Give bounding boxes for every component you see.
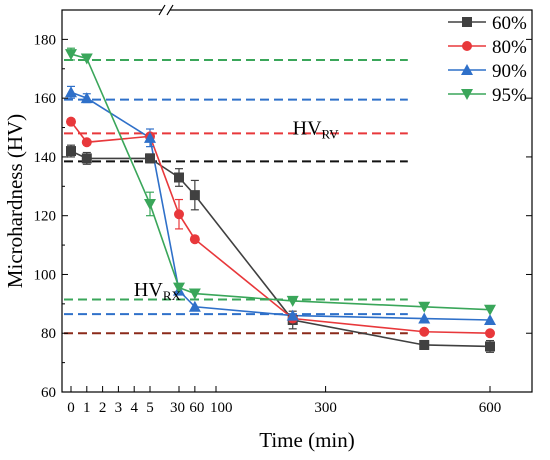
data-point <box>189 190 200 201</box>
data-point <box>173 282 185 294</box>
series-line <box>70 53 491 311</box>
x-tick-label: 2 <box>99 400 107 416</box>
data-point <box>80 53 93 65</box>
reference-lines <box>64 58 408 335</box>
data-point <box>484 304 496 316</box>
legend-marker <box>461 89 473 100</box>
legend-marker <box>462 41 472 51</box>
x-tick-label: 0 <box>67 400 75 416</box>
data-point <box>65 86 77 98</box>
data-point <box>80 92 93 104</box>
x-tick-label: 100 <box>210 400 233 416</box>
axis-break-mark <box>158 4 166 16</box>
annotation: HVRV <box>293 118 340 142</box>
data-point <box>144 131 156 143</box>
plot-frame <box>61 9 533 393</box>
x-tick-label: 4 <box>130 400 138 416</box>
y-tick-label: 140 <box>34 150 57 166</box>
legend-label: 80% <box>492 37 527 58</box>
series-line <box>70 150 491 348</box>
data-point <box>145 153 155 164</box>
data-point <box>65 49 77 61</box>
y-tick-label: 100 <box>34 267 57 283</box>
x-tick-label: 3 <box>115 400 123 416</box>
data-point <box>485 341 495 352</box>
y-tick-label: 60 <box>41 385 56 401</box>
data-point <box>144 198 156 210</box>
data-point <box>81 153 92 164</box>
data-point <box>66 116 76 127</box>
legend-marker <box>462 17 472 27</box>
data-point <box>188 300 201 312</box>
data-point <box>485 328 495 339</box>
annotation-main: HV <box>134 279 163 301</box>
x-tick-label: 1 <box>83 400 91 416</box>
data-point <box>286 295 299 307</box>
data-point <box>484 314 496 326</box>
data-point <box>188 288 201 300</box>
y-tick-label: 160 <box>34 91 57 107</box>
data-point <box>418 312 431 324</box>
series-line <box>70 91 491 321</box>
data-point <box>81 137 92 148</box>
legend-label: 95% <box>492 85 527 106</box>
data-point <box>174 209 184 220</box>
series-markers <box>65 49 496 352</box>
legend-label: 60% <box>492 13 527 34</box>
annotation: HVRX <box>134 279 182 303</box>
legend: 60% 80% 90% 95% <box>448 13 527 106</box>
axis-break-mark <box>166 4 174 16</box>
y-tick-label: 120 <box>34 209 57 225</box>
legend-label: 90% <box>492 61 527 82</box>
annotation-main: HV <box>293 118 322 140</box>
y-tick-label: 180 <box>34 32 57 48</box>
data-point <box>418 301 431 313</box>
annotation-subscript: RV <box>322 127 340 142</box>
axis-break-gap <box>162 7 170 14</box>
data-point <box>189 234 200 245</box>
data-point <box>66 146 76 157</box>
data-point <box>419 326 430 337</box>
x-tick-label: 30 <box>170 400 185 416</box>
x-tick-label: 5 <box>146 400 154 416</box>
x-tick-label: 600 <box>479 400 502 416</box>
legend-marker <box>461 64 473 75</box>
axes <box>61 4 533 393</box>
series-line <box>70 121 491 335</box>
x-tick-label: 60 <box>189 400 204 416</box>
y-axis-label: Microhardness (HV) <box>3 114 27 288</box>
data-point <box>286 309 299 321</box>
data-point <box>174 172 184 183</box>
data-point <box>419 339 430 350</box>
annotation-subscript: RX <box>163 288 182 303</box>
x-tick-label: 300 <box>314 400 337 416</box>
y-tick-label: 80 <box>41 326 56 342</box>
x-axis-label: Time (min) <box>259 428 354 452</box>
series-lines <box>70 53 491 348</box>
